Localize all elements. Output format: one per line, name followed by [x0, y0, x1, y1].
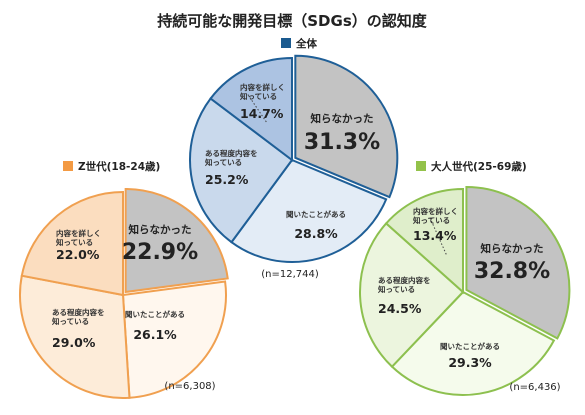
legend: 全体 — [281, 37, 317, 50]
pie-slice — [294, 54, 399, 199]
sample-size-label: (n=6,436) — [509, 382, 560, 393]
percent-label: 22.0% — [56, 247, 100, 262]
pie-slice — [230, 158, 388, 263]
slice-label: 知らなかった 22.9% — [122, 223, 198, 265]
percent-label: 14.7% — [240, 106, 284, 121]
category-label: 聞いたことがある — [286, 209, 346, 219]
category-label: 内容を詳しく — [413, 206, 458, 216]
percent-label: 29.0% — [52, 335, 96, 350]
category-label: 知っている — [52, 316, 89, 326]
percent-label: 13.4% — [413, 228, 457, 243]
category-label: 知っている — [378, 284, 415, 294]
slice-label: 知らなかった 31.3% — [304, 112, 380, 155]
percent-label: 22.9% — [122, 240, 198, 265]
chart-title: 持続可能な開発目標（SDGs）の認知度 — [157, 12, 427, 30]
pie-charts: 知らなかった31.3%聞いたことがある28.8%ある程度内容を知っている25.2… — [19, 37, 571, 399]
pie-slice — [209, 56, 293, 163]
legend: 大人世代(25-69歳) — [416, 160, 527, 173]
pie-slice — [359, 221, 465, 369]
category-label: ある程度内容を — [52, 307, 105, 317]
category-label: 知らなかった — [129, 223, 192, 236]
percent-label: 25.2% — [205, 172, 249, 187]
legend-label: 全体 — [295, 37, 317, 50]
legend-label: Z世代(18-24歳) — [78, 160, 160, 173]
percent-label: 29.3% — [448, 355, 492, 370]
category-label: 知らなかった — [311, 112, 374, 125]
sample-size-label: (n=12,744) — [261, 269, 319, 280]
legend-swatch — [281, 38, 291, 48]
category-label: 知っている — [205, 157, 242, 167]
slice-label: 知らなかった 32.8% — [474, 242, 550, 284]
sample-size-label: (n=6,308) — [164, 381, 215, 392]
legend: Z世代(18-24歳) — [63, 160, 160, 173]
pie-slice — [390, 290, 556, 396]
pie-2: 知らなかった22.9%聞いたことがある26.1%ある程度内容を知っている29.0… — [19, 160, 229, 399]
pie-slice — [20, 190, 124, 297]
slice-label: 聞いたことがある 29.3% — [440, 341, 500, 370]
pie-slice — [121, 280, 227, 399]
pie-1: 知らなかった31.3%聞いたことがある28.8%ある程度内容を知っている25.2… — [189, 37, 399, 280]
pie-slice — [19, 274, 131, 399]
percent-label: 26.1% — [133, 327, 177, 342]
category-label: 知っている — [56, 237, 93, 247]
slice-label: 聞いたことがある 26.1% — [125, 309, 185, 342]
pie-slice — [384, 187, 464, 295]
percent-label: 24.5% — [378, 301, 422, 316]
percent-label: 32.8% — [474, 259, 550, 284]
category-label: ある程度内容を — [378, 275, 431, 285]
category-label: 内容を詳しく — [56, 228, 101, 238]
category-label: 知っている — [240, 91, 277, 101]
pie-slice — [189, 97, 294, 244]
legend-swatch — [63, 161, 73, 171]
legend-swatch — [416, 161, 426, 171]
slice-label: 聞いたことがある 28.8% — [286, 209, 346, 241]
category-label: ある程度内容を — [205, 148, 258, 158]
category-label: 知っている — [413, 215, 450, 225]
category-label: 内容を詳しく — [240, 82, 285, 92]
category-label: 聞いたことがある — [125, 309, 185, 319]
leader-line — [247, 93, 267, 123]
pie-slice — [124, 187, 229, 294]
pie-slice — [465, 185, 571, 340]
category-label: 聞いたことがある — [440, 341, 500, 351]
category-label: 知らなかった — [481, 242, 544, 255]
pie-3: 知らなかった32.8%聞いたことがある29.3%ある程度内容を知っている24.5… — [359, 160, 571, 396]
legend-label: 大人世代(25-69歳) — [431, 160, 527, 173]
percent-label: 28.8% — [294, 226, 338, 241]
percent-label: 31.3% — [304, 130, 380, 155]
